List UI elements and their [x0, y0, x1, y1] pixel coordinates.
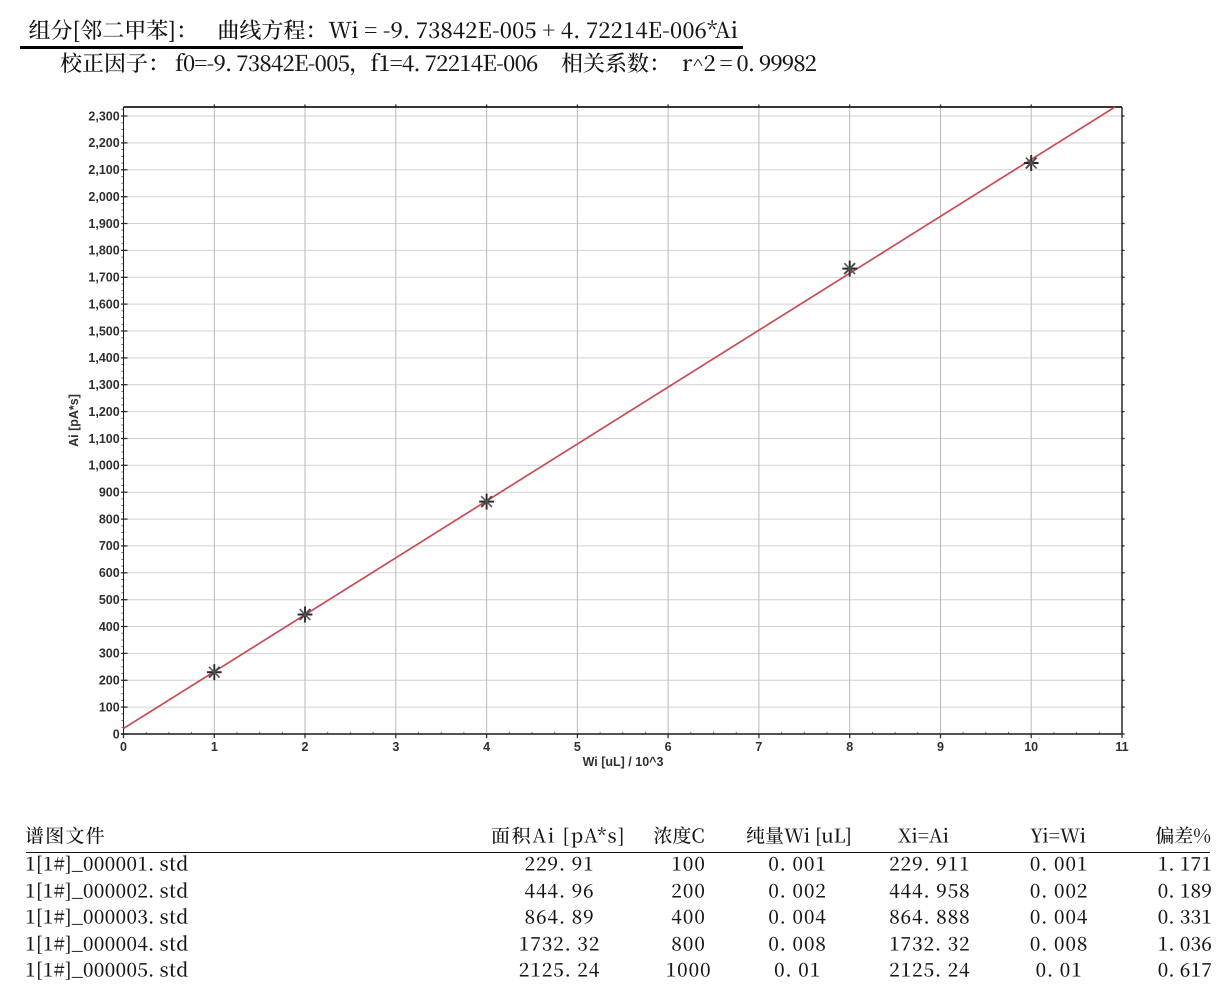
svg-text:0: 0 [120, 740, 127, 754]
svg-text:100: 100 [99, 700, 120, 714]
svg-text:Ai [pA*s]: Ai [pA*s] [67, 394, 81, 447]
svg-text:1,500: 1,500 [88, 324, 119, 338]
svg-text:2,200: 2,200 [88, 136, 119, 150]
svg-text:1,300: 1,300 [88, 378, 119, 392]
svg-text:9: 9 [937, 740, 944, 754]
svg-text:700: 700 [99, 539, 120, 553]
svg-text:6: 6 [665, 740, 672, 754]
svg-text:2,000: 2,000 [88, 190, 119, 204]
svg-text:0: 0 [113, 727, 120, 741]
svg-text:1: 1 [211, 740, 218, 754]
svg-text:400: 400 [99, 620, 120, 634]
svg-text:7: 7 [755, 740, 762, 754]
svg-text:10: 10 [1024, 740, 1038, 754]
svg-text:200: 200 [99, 674, 120, 688]
svg-text:2,100: 2,100 [88, 163, 119, 177]
svg-text:2: 2 [302, 740, 309, 754]
svg-text:600: 600 [99, 566, 120, 580]
svg-text:1,200: 1,200 [88, 405, 119, 419]
svg-text:1,000: 1,000 [88, 459, 119, 473]
svg-text:3: 3 [392, 740, 399, 754]
svg-text:11: 11 [1115, 740, 1128, 754]
svg-text:2,300: 2,300 [88, 109, 119, 123]
svg-text:1,800: 1,800 [88, 244, 119, 258]
svg-text:800: 800 [99, 512, 120, 526]
svg-text:900: 900 [99, 486, 120, 500]
svg-text:4: 4 [483, 740, 490, 754]
svg-text:1,400: 1,400 [88, 351, 119, 365]
svg-text:300: 300 [99, 647, 120, 661]
svg-text:1,700: 1,700 [88, 271, 119, 285]
svg-text:1,900: 1,900 [88, 217, 119, 231]
svg-text:5: 5 [574, 740, 581, 754]
svg-text:Wi [uL] / 10^3: Wi [uL] / 10^3 [583, 755, 664, 769]
svg-text:8: 8 [846, 740, 853, 754]
svg-text:1,100: 1,100 [88, 432, 119, 446]
svg-text:500: 500 [99, 593, 120, 607]
svg-text:1,600: 1,600 [88, 297, 119, 311]
